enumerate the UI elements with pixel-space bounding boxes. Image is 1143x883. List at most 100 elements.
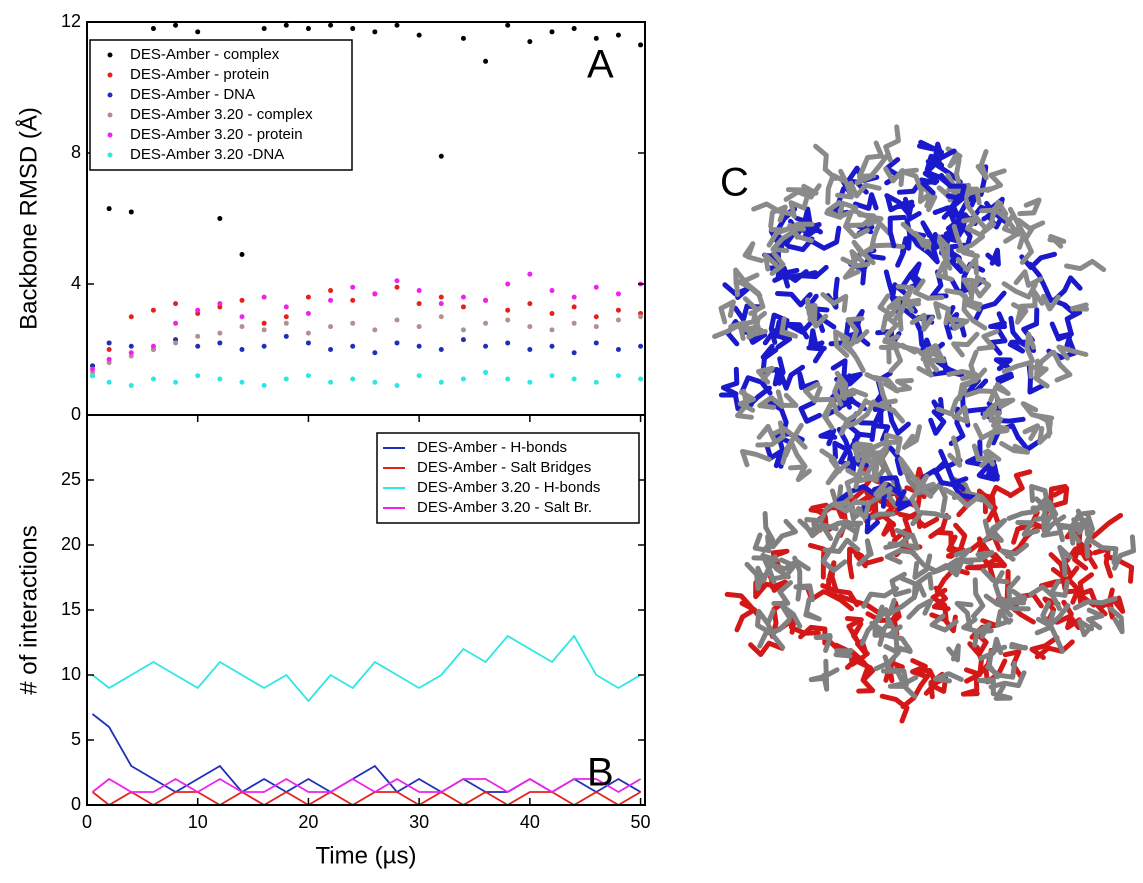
molecule-stick xyxy=(992,570,1015,607)
scatter-point xyxy=(460,35,466,41)
scatter-point xyxy=(283,376,289,382)
molecule-stick xyxy=(985,660,1017,680)
molecule-stick xyxy=(813,143,839,181)
molecule-stick xyxy=(880,313,900,338)
molecule-stick xyxy=(976,491,1002,528)
molecule-stick xyxy=(792,555,803,602)
scatter-point xyxy=(638,42,644,48)
scatter-point xyxy=(217,301,223,307)
y-tick-label: 15 xyxy=(61,599,81,619)
molecule-stick xyxy=(769,557,797,582)
molecule-stick xyxy=(868,220,892,253)
scatter-point xyxy=(460,327,466,333)
legend-label: DES-Amber - Salt Bridges xyxy=(417,459,591,476)
molecule-stick xyxy=(1049,485,1070,509)
scatter-point xyxy=(217,216,223,221)
molecule-stick xyxy=(873,644,901,672)
scatter-point xyxy=(615,373,621,379)
molecule-stick xyxy=(985,397,1016,414)
scatter-point xyxy=(305,330,311,336)
molecule-stick xyxy=(1028,584,1062,612)
molecule-stick xyxy=(855,638,870,657)
molecule-stick xyxy=(888,446,903,476)
molecule-stick xyxy=(900,671,932,710)
molecule-stick xyxy=(1006,497,1047,521)
legend-marker xyxy=(107,132,113,138)
scatter-point xyxy=(394,383,400,389)
molecule-stick xyxy=(988,670,1027,690)
molecule-stick xyxy=(971,577,986,619)
molecule-stick xyxy=(972,290,1007,323)
molecule-stick xyxy=(1056,344,1089,361)
series-line xyxy=(91,777,642,794)
scatter-point xyxy=(615,317,621,323)
molecule-stick xyxy=(964,388,1003,407)
molecule-stick xyxy=(858,408,884,428)
scatter-point xyxy=(328,22,334,28)
molecule-stick xyxy=(993,357,1013,372)
molecule-stick xyxy=(1027,261,1054,304)
scatter-point xyxy=(438,379,444,385)
scatter-point xyxy=(549,288,555,294)
molecule-stick xyxy=(825,172,849,205)
scatter-point xyxy=(350,343,356,349)
scatter-point xyxy=(217,376,223,382)
scatter-point xyxy=(460,304,466,310)
scatter-point xyxy=(615,32,621,38)
legend-box xyxy=(89,39,353,171)
series-line xyxy=(91,790,642,805)
scatter-point xyxy=(90,366,96,372)
molecule-stick xyxy=(1041,499,1059,523)
scatter-point xyxy=(350,297,356,303)
molecule-stick xyxy=(824,200,843,220)
molecule-stick xyxy=(915,571,934,598)
legend-label: DES-Amber 3.20 -DNA xyxy=(130,146,284,163)
molecule-stick xyxy=(976,328,1000,352)
molecule-stick xyxy=(830,520,864,550)
scatter-point xyxy=(416,32,422,38)
molecule-stick xyxy=(974,622,994,639)
molecule-stick xyxy=(931,585,951,612)
scatter-point xyxy=(328,379,334,385)
molecule-stick xyxy=(740,449,772,468)
molecule-stick xyxy=(976,677,996,697)
molecule-stick xyxy=(988,311,1008,330)
molecule-stick xyxy=(946,313,970,331)
scatter-point xyxy=(416,343,422,349)
molecule-stick xyxy=(757,395,785,410)
molecule-stick xyxy=(843,210,870,240)
molecule-stick xyxy=(775,235,815,253)
x-tick-label: 50 xyxy=(631,812,651,832)
scatter-point xyxy=(261,327,267,333)
molecule-image xyxy=(712,124,1136,724)
scatter-point xyxy=(150,307,156,313)
scatter-point xyxy=(394,284,400,290)
molecule-stick xyxy=(825,577,855,612)
molecule-stick xyxy=(1087,537,1119,566)
scatter-point xyxy=(571,294,577,300)
molecule-stick xyxy=(920,170,940,196)
molecule-stick xyxy=(718,299,736,325)
scatter-point xyxy=(328,297,334,303)
molecule-stick xyxy=(928,512,949,539)
molecule-stick xyxy=(845,316,865,347)
molecule-stick xyxy=(982,518,1004,543)
y-tick-label: 0 xyxy=(71,794,81,814)
molecule-stick xyxy=(748,640,785,657)
molecule-stick xyxy=(899,576,921,601)
molecule-stick xyxy=(763,252,779,272)
scatter-point xyxy=(460,294,466,300)
scatter-point xyxy=(239,379,245,385)
molecule-stick xyxy=(1048,578,1070,598)
molecule-stick xyxy=(1022,423,1041,441)
scatter-point xyxy=(638,314,644,320)
molecule-stick xyxy=(1051,349,1073,383)
molecule-stick xyxy=(820,292,849,313)
panel-label: B xyxy=(587,751,614,795)
molecule-stick xyxy=(951,405,970,424)
molecule-stick xyxy=(835,168,854,200)
molecule-stick xyxy=(764,434,786,461)
molecule-stick xyxy=(985,247,1001,267)
scatter-point xyxy=(106,356,112,362)
scatter-point xyxy=(305,310,311,316)
